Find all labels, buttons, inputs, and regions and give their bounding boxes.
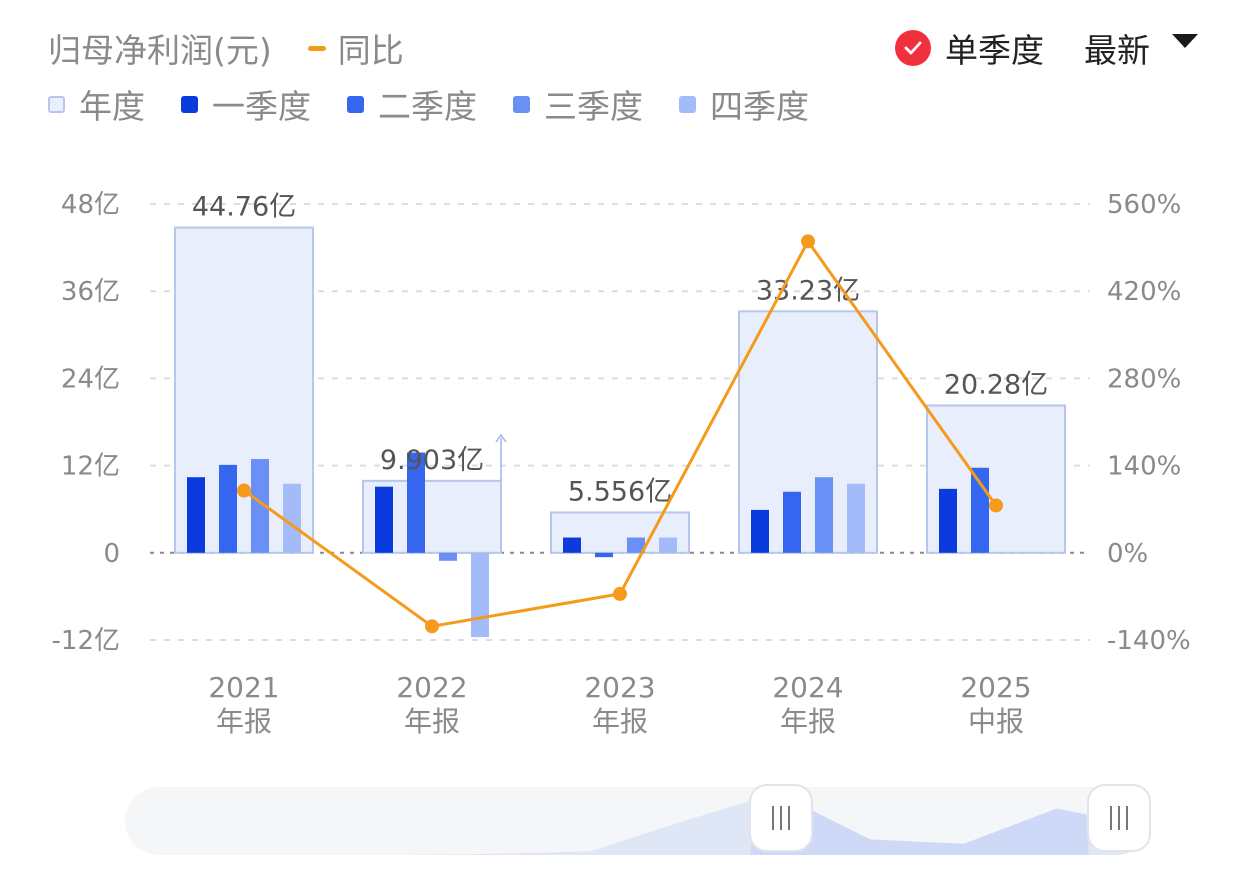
single-quarter-checkbox[interactable]: [895, 30, 931, 66]
right-tick-label: 280%: [1107, 364, 1181, 394]
legend-item-4[interactable]: 四季度: [679, 80, 809, 128]
legend-item-1[interactable]: 一季度: [181, 80, 311, 128]
yoy-point: [989, 498, 1003, 513]
quarter-bar: [251, 459, 269, 553]
quarter-bar: [783, 491, 801, 553]
yoy-point: [237, 483, 251, 498]
annual-value-label: 9.903亿: [380, 445, 484, 476]
check-icon: [904, 41, 922, 55]
category-period-label: 年报: [592, 705, 648, 738]
category-period-label: 年报: [780, 705, 836, 738]
navigator-selected-area: [751, 793, 1089, 855]
chart-plot: 48亿 36亿 24亿 12亿 0 -12亿 560% 420% 280% 140% 0% -140%…: [52, 190, 1191, 738]
category-year-label: 2022: [396, 671, 467, 704]
quarter-bar: [375, 486, 393, 553]
chart-header: 归母净利润(元) 同比: [48, 24, 404, 72]
left-tick-label: 0: [103, 539, 120, 569]
quarter-bar: [595, 552, 613, 558]
annual-value-label: 44.76亿: [192, 192, 296, 223]
annual-value-label: 5.556亿: [568, 476, 672, 507]
yoy-legend-dash: [307, 45, 326, 51]
left-tick-label: 36亿: [61, 277, 120, 307]
legend-label: 四季度: [710, 87, 809, 126]
quarter-bar: [659, 537, 677, 553]
single-quarter-label[interactable]: 单季度: [945, 31, 1044, 70]
legend-swatch: [347, 95, 364, 113]
legend-swatch: [513, 95, 530, 113]
category-period-label: 年报: [404, 705, 460, 738]
category-year-label: 2021: [208, 671, 279, 704]
yoy-point: [613, 586, 627, 601]
left-tick-label: 12亿: [61, 452, 120, 482]
legend-label: 二季度: [378, 87, 477, 126]
period-select[interactable]: 最新: [1084, 31, 1150, 70]
right-tick-label: 0%: [1107, 539, 1148, 569]
quarter-bar: [563, 537, 581, 553]
category-year-label: 2023: [584, 671, 655, 704]
quarter-bar: [439, 552, 457, 561]
quarter-bar: [627, 537, 645, 553]
chart-legend: 年度 一季度 二季度 三季度 四季度: [48, 80, 845, 128]
quarter-bar: [815, 477, 833, 553]
caret-down-icon[interactable]: [1172, 34, 1198, 48]
chart-title: 归母净利润(元): [48, 31, 272, 70]
navigator-track: [125, 787, 1150, 855]
yoy-point: [425, 619, 439, 634]
quarter-bar: [283, 483, 301, 553]
navigator-preview: [125, 793, 1150, 855]
left-tick-label: -12亿: [52, 626, 120, 656]
quarter-bar: [219, 464, 237, 553]
quarter-bar: [847, 483, 865, 553]
quarter-bar: [407, 452, 425, 553]
right-tick-label: 420%: [1107, 277, 1181, 307]
right-tick-label: 140%: [1107, 452, 1181, 482]
legend-swatch: [48, 95, 65, 113]
range-navigator[interactable]: [125, 784, 1151, 855]
legend-swatch: [181, 95, 198, 113]
navigator-right-handle[interactable]: [1086, 784, 1151, 852]
legend-label: 年度: [79, 87, 145, 126]
overflow-arrow-icon: [495, 433, 507, 443]
legend-label: 三季度: [544, 87, 643, 126]
quarter-bar: [471, 552, 489, 638]
category-year-label: 2025: [960, 671, 1031, 704]
yoy-legend-label: 同比: [337, 31, 404, 70]
legend-label: 一季度: [212, 87, 311, 126]
category-period-label: 年报: [216, 705, 272, 738]
yoy-point: [801, 234, 815, 249]
navigator-left-handle[interactable]: [749, 784, 813, 852]
quarter-bar: [187, 477, 205, 553]
legend-item-3[interactable]: 三季度: [513, 80, 643, 128]
legend-swatch: [679, 95, 696, 113]
yoy-line: [243, 239, 998, 628]
chart-controls: 单季度 最新: [895, 24, 1198, 72]
right-tick-label: -140%: [1107, 626, 1191, 656]
left-tick-label: 24亿: [61, 364, 120, 394]
quarter-bar: [751, 509, 769, 553]
category-period-label: 中报: [968, 705, 1024, 738]
annual-value-label: 20.28亿: [944, 369, 1048, 400]
category-year-label: 2024: [772, 671, 843, 704]
legend-item-2[interactable]: 二季度: [347, 80, 477, 128]
quarter-bar: [939, 488, 957, 553]
right-tick-label: 560%: [1107, 190, 1181, 220]
legend-item-0[interactable]: 年度: [48, 80, 145, 128]
left-tick-label: 48亿: [61, 190, 120, 220]
